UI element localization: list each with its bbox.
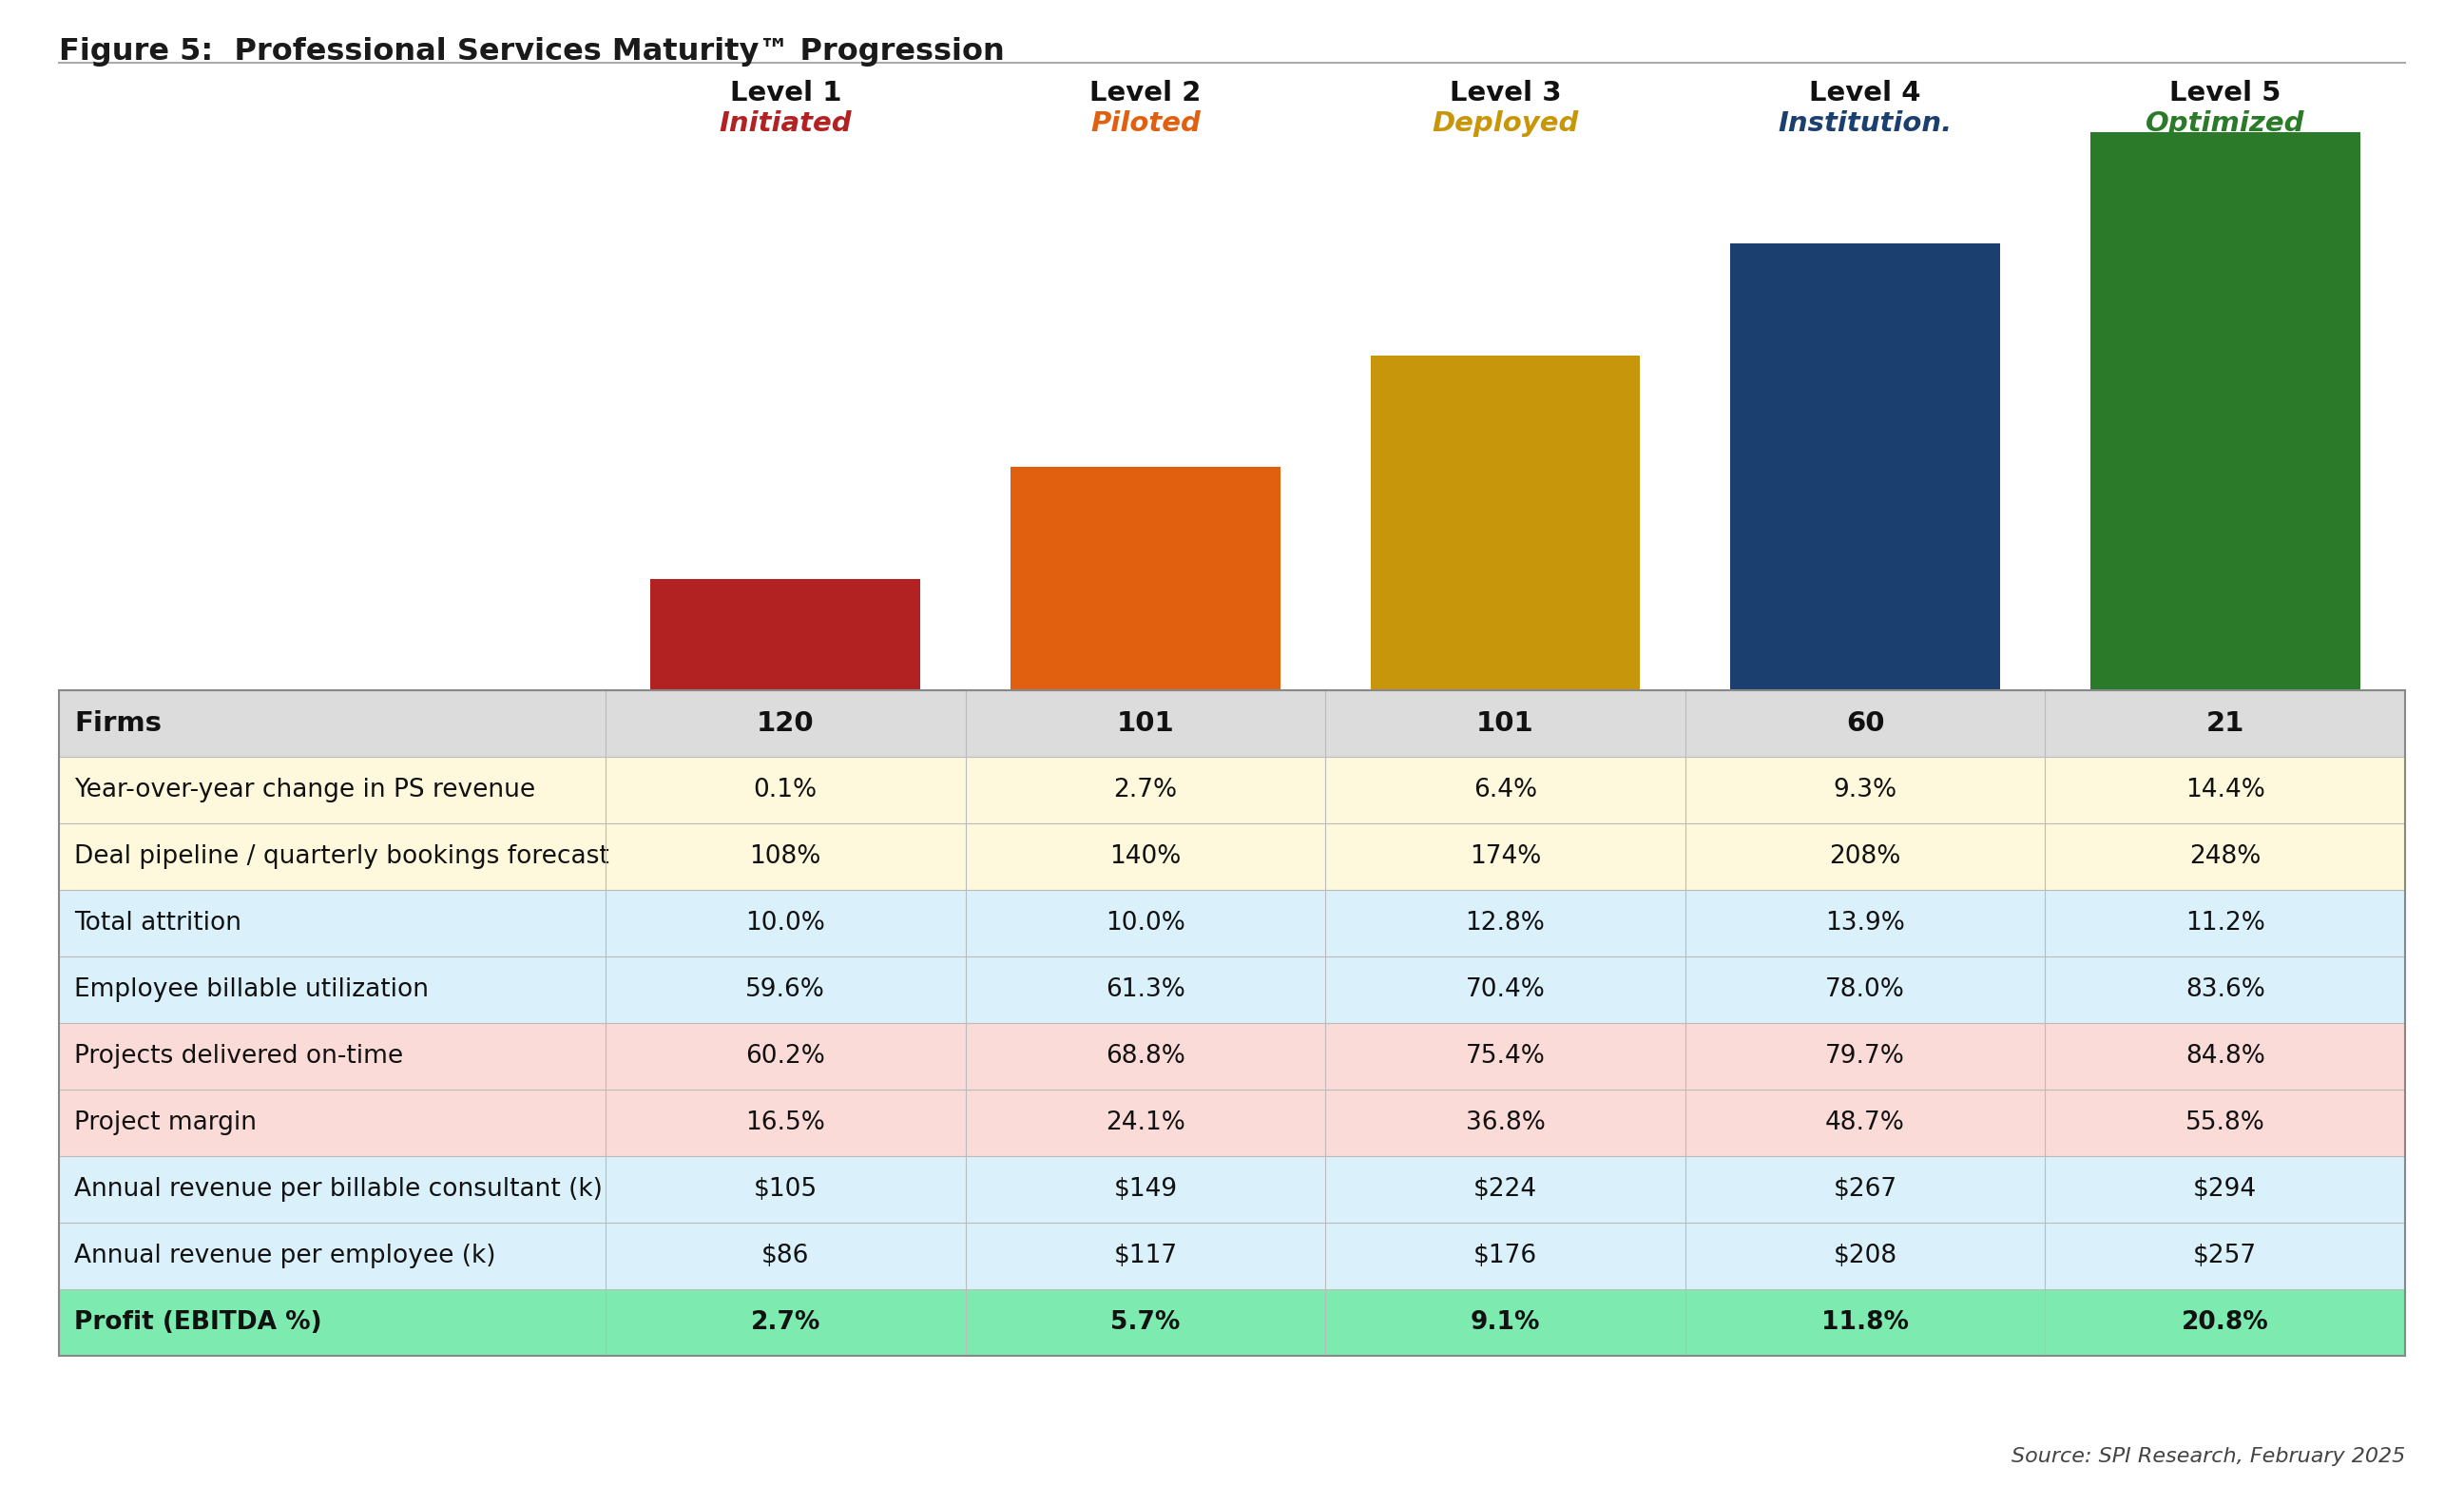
- Bar: [59, 690, 2405, 758]
- Text: 75.4%: 75.4%: [1466, 1044, 1545, 1069]
- Text: Profit (EBITDA %): Profit (EBITDA %): [74, 1310, 323, 1334]
- Text: 61.3%: 61.3%: [1106, 977, 1185, 1001]
- Bar: [59, 1023, 2405, 1089]
- Bar: [59, 1289, 2405, 1355]
- Text: 60.2%: 60.2%: [747, 1044, 825, 1069]
- Text: 5.7%: 5.7%: [1111, 1310, 1180, 1334]
- Text: $257: $257: [2193, 1244, 2257, 1268]
- Text: 11.8%: 11.8%: [1821, 1310, 1910, 1334]
- Text: 2.7%: 2.7%: [1114, 777, 1178, 803]
- Text: 101: 101: [1116, 711, 1175, 736]
- Text: Optimized: Optimized: [2146, 110, 2304, 137]
- Text: 10.0%: 10.0%: [747, 911, 825, 935]
- Text: 6.4%: 6.4%: [1473, 777, 1538, 803]
- Text: Source: SPI Research, February 2025: Source: SPI Research, February 2025: [2011, 1447, 2405, 1465]
- Bar: [59, 824, 2405, 890]
- Text: 2.7%: 2.7%: [752, 1310, 821, 1334]
- Text: 24.1%: 24.1%: [1106, 1110, 1185, 1136]
- Text: Initiated: Initiated: [719, 110, 853, 137]
- Text: Deployed: Deployed: [1432, 110, 1579, 137]
- Text: Level 1: Level 1: [729, 80, 840, 107]
- Text: Annual revenue per employee (k): Annual revenue per employee (k): [74, 1244, 495, 1268]
- Text: 48.7%: 48.7%: [1826, 1110, 1905, 1136]
- Text: 20.8%: 20.8%: [2181, 1310, 2269, 1334]
- Text: Total attrition: Total attrition: [74, 911, 241, 935]
- Text: 248%: 248%: [2190, 845, 2262, 869]
- Text: Figure 5:  Professional Services Maturity™ Progression: Figure 5: Professional Services Maturity…: [59, 38, 1005, 66]
- Bar: [59, 690, 2405, 1355]
- Text: Employee billable utilization: Employee billable utilization: [74, 977, 429, 1001]
- Text: $176: $176: [1473, 1244, 1538, 1268]
- Text: Annual revenue per billable consultant (k): Annual revenue per billable consultant (…: [74, 1178, 604, 1202]
- Text: 60: 60: [1846, 711, 1885, 736]
- Text: Deal pipeline / quarterly bookings forecast: Deal pipeline / quarterly bookings forec…: [74, 845, 609, 869]
- Text: 140%: 140%: [1109, 845, 1180, 869]
- Bar: [59, 1089, 2405, 1157]
- Text: 11.2%: 11.2%: [2186, 911, 2264, 935]
- Text: 208%: 208%: [1828, 845, 1902, 869]
- Text: Level 4: Level 4: [1809, 80, 1922, 107]
- Text: Firms: Firms: [74, 711, 163, 736]
- Text: 21: 21: [2205, 711, 2245, 736]
- Text: 14.4%: 14.4%: [2186, 777, 2264, 803]
- Text: Level 2: Level 2: [1089, 80, 1200, 107]
- Text: 84.8%: 84.8%: [2186, 1044, 2264, 1069]
- Text: 55.8%: 55.8%: [2186, 1110, 2264, 1136]
- Text: 70.4%: 70.4%: [1466, 977, 1545, 1001]
- Text: $208: $208: [1833, 1244, 1897, 1268]
- Text: Year-over-year change in PS revenue: Year-over-year change in PS revenue: [74, 777, 535, 803]
- Bar: [59, 1223, 2405, 1289]
- Text: 12.8%: 12.8%: [1466, 911, 1545, 935]
- Text: 78.0%: 78.0%: [1826, 977, 1905, 1001]
- Text: 68.8%: 68.8%: [1106, 1044, 1185, 1069]
- Text: $86: $86: [761, 1244, 811, 1268]
- Text: 36.8%: 36.8%: [1466, 1110, 1545, 1136]
- Text: 0.1%: 0.1%: [754, 777, 818, 803]
- Bar: [1370, 355, 1641, 690]
- Bar: [59, 890, 2405, 956]
- Text: Institution.: Institution.: [1779, 110, 1951, 137]
- Text: 101: 101: [1476, 711, 1535, 736]
- Text: 9.1%: 9.1%: [1471, 1310, 1540, 1334]
- Text: $105: $105: [754, 1178, 818, 1202]
- Text: 108%: 108%: [749, 845, 821, 869]
- Bar: [650, 578, 922, 690]
- Text: 13.9%: 13.9%: [1826, 911, 1905, 935]
- Bar: [1010, 467, 1281, 690]
- Text: 174%: 174%: [1469, 845, 1540, 869]
- Text: 16.5%: 16.5%: [747, 1110, 825, 1136]
- Text: 79.7%: 79.7%: [1826, 1044, 1905, 1069]
- Text: Level 3: Level 3: [1449, 80, 1562, 107]
- Bar: [2089, 133, 2361, 690]
- Text: 120: 120: [756, 711, 813, 736]
- Text: Project margin: Project margin: [74, 1110, 256, 1136]
- Text: 59.6%: 59.6%: [747, 977, 825, 1001]
- Text: 9.3%: 9.3%: [1833, 777, 1897, 803]
- Text: $224: $224: [1473, 1178, 1538, 1202]
- Text: 10.0%: 10.0%: [1106, 911, 1185, 935]
- Text: $149: $149: [1114, 1178, 1178, 1202]
- Text: $294: $294: [2193, 1178, 2257, 1202]
- Text: $267: $267: [1833, 1178, 1897, 1202]
- Text: Piloted: Piloted: [1092, 110, 1200, 137]
- Text: Level 5: Level 5: [2168, 80, 2282, 107]
- Bar: [59, 758, 2405, 824]
- Text: Projects delivered on-time: Projects delivered on-time: [74, 1044, 404, 1069]
- Bar: [59, 1157, 2405, 1223]
- Bar: [1730, 244, 2001, 690]
- Text: $117: $117: [1114, 1244, 1178, 1268]
- Bar: [59, 956, 2405, 1023]
- Text: 83.6%: 83.6%: [2186, 977, 2264, 1001]
